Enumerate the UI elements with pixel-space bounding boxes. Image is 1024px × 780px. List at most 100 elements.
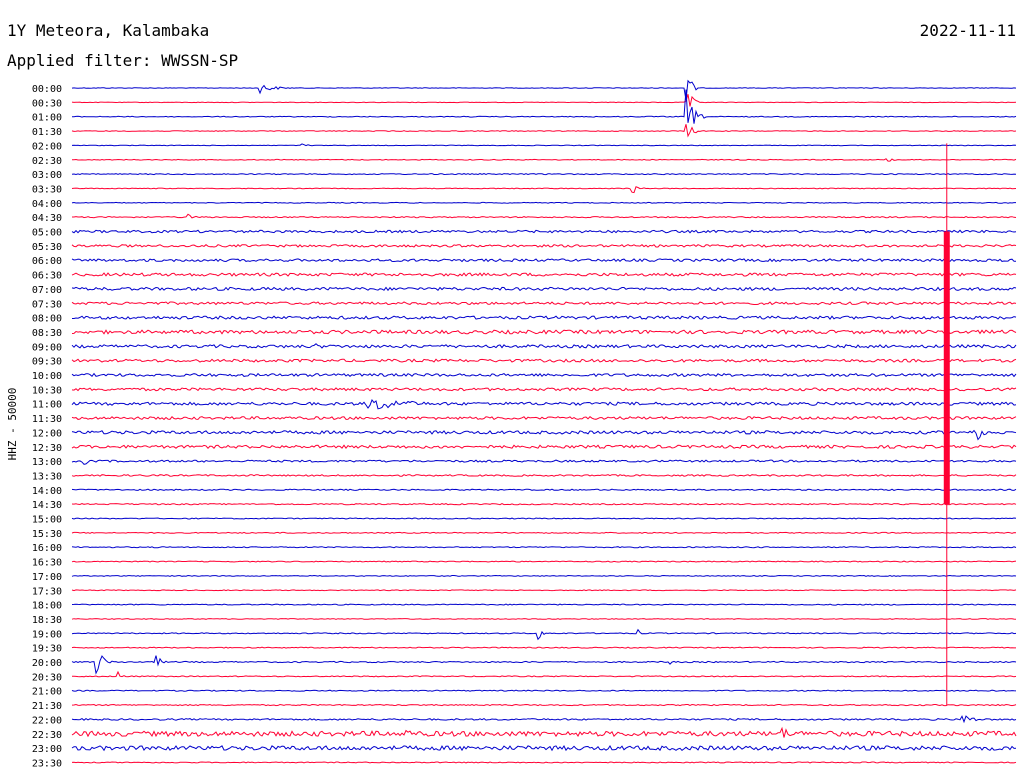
trace-line <box>71 343 1017 349</box>
trace-line <box>71 229 1017 234</box>
time-label: 14:30 <box>32 500 62 511</box>
time-label: 03:00 <box>32 170 62 181</box>
trace-line <box>71 459 1017 465</box>
trace-line <box>71 546 1017 549</box>
trace-line <box>71 329 1017 335</box>
y-axis-label: HHZ - 50000 <box>6 388 19 461</box>
time-label: 10:30 <box>32 385 62 396</box>
time-label: 05:30 <box>32 242 62 253</box>
trace-line <box>71 560 1017 563</box>
time-label: 05:00 <box>32 228 62 239</box>
time-label: 10:00 <box>32 371 62 382</box>
trace-line <box>71 398 1017 410</box>
trace-line <box>71 628 1017 641</box>
time-label: 13:30 <box>32 471 62 482</box>
time-label: 08:30 <box>32 328 62 339</box>
time-label: 11:30 <box>32 414 62 425</box>
trace-line <box>71 186 1017 194</box>
time-label: 22:00 <box>32 715 62 726</box>
trace-line <box>71 429 1017 441</box>
trace-line <box>71 726 1017 738</box>
trace-line <box>71 158 1017 162</box>
trace-line <box>71 646 1016 649</box>
trace-line <box>71 715 1017 724</box>
trace-line <box>71 301 1017 306</box>
trace-line <box>71 272 1017 277</box>
time-label: 08:00 <box>32 314 62 325</box>
trace-line <box>71 372 1017 378</box>
trace-line <box>71 415 1017 421</box>
trace-group <box>71 79 1017 764</box>
time-label: 04:30 <box>32 213 62 224</box>
trace-line <box>71 387 1017 392</box>
time-label: 17:30 <box>32 586 62 597</box>
time-label: 02:00 <box>32 141 62 152</box>
time-label: 09:00 <box>32 342 62 353</box>
trace-line <box>71 603 1017 606</box>
trace-line <box>71 655 1017 675</box>
trace-line <box>71 488 1017 491</box>
trace-line <box>72 315 1017 320</box>
time-label: 12:30 <box>32 443 62 454</box>
time-label: 19:00 <box>32 629 62 640</box>
trace-line <box>71 444 1017 450</box>
trace-line <box>71 474 1017 477</box>
trace-line <box>71 79 1017 100</box>
time-label: 01:30 <box>32 127 62 138</box>
trace-line <box>71 94 1017 107</box>
trace-line <box>71 761 1017 764</box>
trace-line <box>71 531 1017 534</box>
trace-line <box>71 618 1017 620</box>
time-label: 07:30 <box>32 299 62 310</box>
time-label: 11:00 <box>32 400 62 411</box>
trace-line <box>71 744 1017 752</box>
trace-line <box>71 244 1017 248</box>
time-label: 00:30 <box>32 98 62 109</box>
time-label: 07:00 <box>32 285 62 296</box>
trace-line <box>72 89 1017 124</box>
date-label: 2022-11-11 <box>919 21 1016 40</box>
time-label: 23:30 <box>32 758 62 769</box>
time-label: 04:00 <box>32 199 62 210</box>
time-label: 23:00 <box>32 744 62 755</box>
trace-line <box>71 358 1017 363</box>
trace-line <box>71 173 1017 176</box>
time-label: 09:30 <box>32 357 62 368</box>
time-label: 16:30 <box>32 558 62 569</box>
trace-line <box>71 670 1017 678</box>
time-label: 18:00 <box>32 601 62 612</box>
time-label: 21:30 <box>32 701 62 712</box>
trace-line <box>71 517 1017 520</box>
time-label: 06:30 <box>32 271 62 282</box>
trace-line <box>71 258 1017 263</box>
trace-line <box>71 286 1017 292</box>
major-event-burst <box>943 231 950 505</box>
time-label: 12:00 <box>32 428 62 439</box>
time-label: 17:00 <box>32 572 62 583</box>
time-label: 01:00 <box>32 113 62 124</box>
trace-line <box>72 213 1017 219</box>
time-label: 15:30 <box>32 529 62 540</box>
time-label: 00:00 <box>32 84 62 95</box>
trace-line <box>71 589 1017 592</box>
trace-line <box>71 124 1017 138</box>
trace-line <box>71 689 1017 692</box>
time-label: 14:00 <box>32 486 62 497</box>
time-label: 20:00 <box>32 658 62 669</box>
time-label: 19:30 <box>32 644 62 655</box>
time-label-group: 00:00 00:30 01:00 01:30 02:00 02:30 03:00 03:30… <box>32 84 62 769</box>
time-label: 21:00 <box>32 687 62 698</box>
time-label: 15:00 <box>32 515 62 526</box>
time-label: 16:00 <box>32 543 62 554</box>
time-label: 02:30 <box>32 156 62 167</box>
time-label: 06:00 <box>32 256 62 267</box>
trace-line <box>71 703 1017 707</box>
time-label: 13:00 <box>32 457 62 468</box>
trace-line <box>71 143 1017 147</box>
time-label: 18:30 <box>32 615 62 626</box>
time-label: 20:30 <box>32 672 62 683</box>
filter-label: Applied filter: WWSSN-SP <box>7 51 239 70</box>
trace-line <box>71 201 1016 204</box>
time-label: 03:30 <box>32 184 62 195</box>
